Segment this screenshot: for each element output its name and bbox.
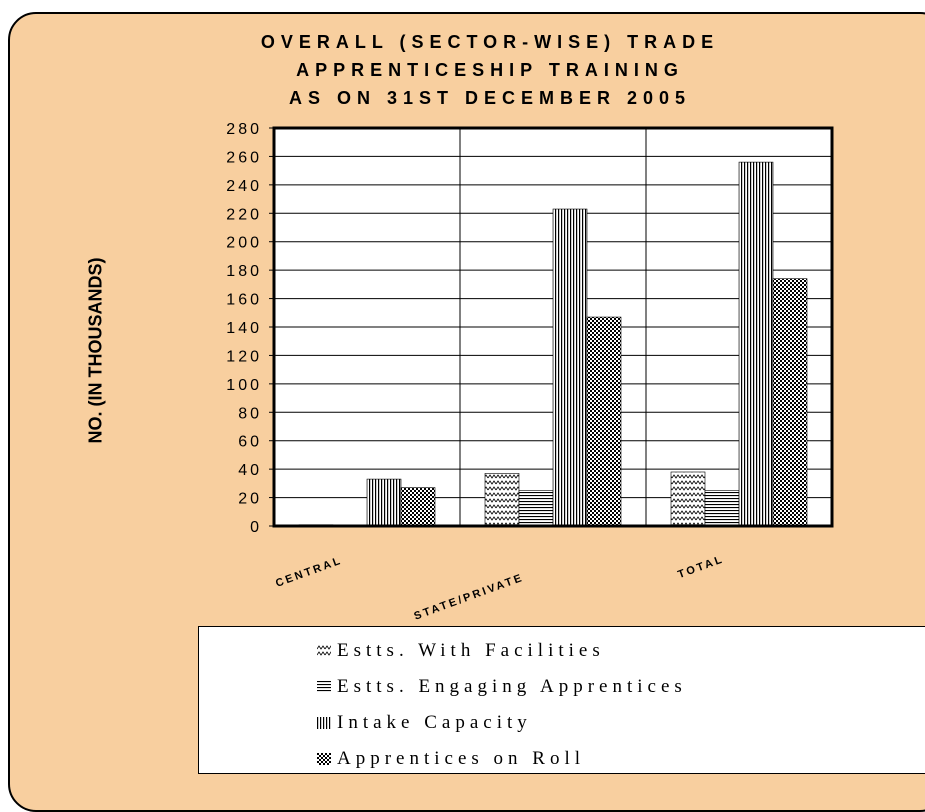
legend-label: Intake Capacity — [337, 712, 532, 733]
legend-swatch — [317, 645, 331, 657]
bar-0-1 — [484, 473, 520, 527]
y-tick-label: 160 — [226, 292, 262, 309]
x-tick-label: CENTRAL — [274, 555, 344, 590]
legend-label: Apprentices on Roll — [337, 748, 586, 769]
bar-2-1 — [552, 208, 588, 527]
legend-label: Estts. With Facilities — [337, 640, 605, 661]
legend: Estts. With Facilities Estts. Engaging Ap… — [198, 626, 925, 774]
chart-title: OVERALL (SECTOR-WISE) TRADE APPRENTICESH… — [190, 28, 790, 112]
legend-item: Apprentices on Roll — [317, 741, 925, 777]
y-tick-label: 60 — [238, 434, 262, 451]
bar-3-0 — [400, 487, 436, 527]
y-tick-label: 20 — [238, 491, 262, 508]
legend-swatch — [317, 717, 331, 729]
bar-1-1 — [518, 490, 554, 527]
legend-item: Estts. Engaging Apprentices — [317, 669, 925, 705]
y-tick-label: 140 — [226, 320, 262, 337]
title-line-3: AS ON 31ST DECEMBER 2005 — [288, 88, 692, 108]
y-tick-label: 0 — [250, 519, 262, 536]
y-tick-label: 80 — [238, 405, 262, 422]
x-tick-label: STATE/PRIVATE — [412, 572, 525, 623]
y-tick-label: 200 — [226, 235, 262, 252]
bar-chart: 0 20 40 60 80 100 120 140 160 180 200 220 240 260 280 C… — [226, 121, 834, 623]
bar-2-2 — [738, 161, 774, 527]
title-line-2: APPRENTICESHIP TRAINING — [296, 60, 684, 80]
y-tick-label: 220 — [226, 206, 262, 223]
legend-item: Intake Capacity — [317, 705, 925, 741]
y-tick-label: 280 — [226, 121, 262, 138]
legend-label: Estts. Engaging Apprentices — [337, 676, 687, 697]
y-tick-label: 100 — [226, 377, 262, 394]
bar-0-2 — [670, 471, 706, 527]
title-line-1: OVERALL (SECTOR-WISE) TRADE — [260, 32, 720, 52]
plot-border — [272, 126, 834, 528]
legend-swatch — [317, 681, 331, 693]
y-tick-label: 40 — [238, 462, 262, 479]
y-tick-label: 260 — [226, 149, 262, 166]
bar-3-1 — [586, 316, 622, 527]
x-tick-label: TOTAL — [676, 553, 725, 581]
bar-1-2 — [704, 490, 740, 527]
y-tick-label: 120 — [226, 348, 262, 365]
y-tick-label: 180 — [226, 263, 262, 280]
legend-item: Estts. With Facilities — [317, 633, 925, 669]
bar-2-0 — [366, 478, 402, 527]
y-tick-label: 240 — [226, 178, 262, 195]
legend-swatch — [317, 753, 331, 765]
bar-3-2 — [772, 278, 808, 527]
